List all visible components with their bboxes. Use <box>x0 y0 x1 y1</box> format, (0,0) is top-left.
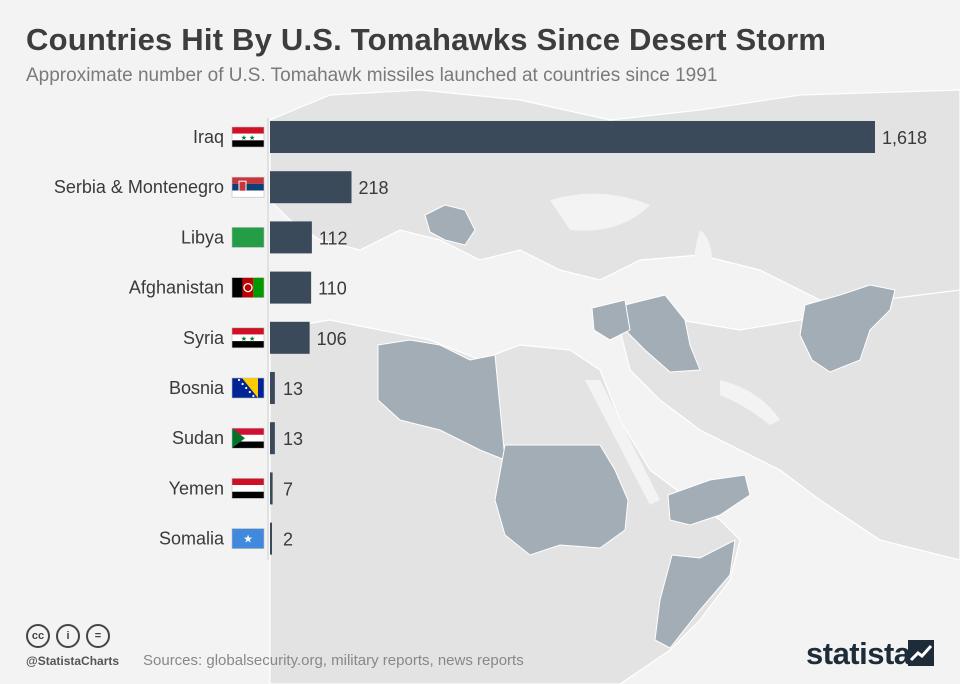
libya-flag-icon <box>231 227 265 248</box>
value-label: 2 <box>283 530 293 550</box>
somalia-shape <box>654 539 736 649</box>
category-label: Bosnia <box>169 378 225 398</box>
asia-landmass <box>619 289 960 561</box>
svg-text:★: ★ <box>243 534 253 546</box>
bar <box>270 121 875 153</box>
license-icons: cc i = <box>26 624 110 648</box>
bar <box>270 472 273 505</box>
iraq-flag-icon: ★ ★ <box>231 126 265 148</box>
mediterranean-sea <box>330 257 600 340</box>
yemen-flag-icon <box>231 478 265 499</box>
sudan-flag-icon <box>231 427 265 449</box>
category-label: Afghanistan <box>129 278 224 298</box>
bar <box>270 321 310 354</box>
category-label: Serbia & Montenegro <box>54 177 224 197</box>
value-label: 13 <box>283 429 303 449</box>
by-icon: i <box>56 624 80 648</box>
category-label: Somalia <box>159 529 225 549</box>
chart-title: Countries Hit By U.S. Tomahawks Since De… <box>26 22 827 57</box>
chart-subtitle: Approximate number of U.S. Tomahawk miss… <box>26 65 718 86</box>
value-label: 106 <box>317 329 347 349</box>
sudan-shape <box>494 444 629 556</box>
category-label: Syria <box>183 328 225 348</box>
category-label: Libya <box>181 227 225 247</box>
bar-row: Serbia & Montenegro 218 <box>54 171 389 204</box>
category-label: Yemen <box>169 478 224 498</box>
bar-row: Syria ★ ★ 106 <box>183 321 347 354</box>
cc-icon: cc <box>26 624 50 648</box>
sources-note: Sources: globalsecurity.org, military re… <box>143 652 524 669</box>
afghanistan-flag-icon <box>231 277 265 298</box>
value-label: 112 <box>319 228 348 248</box>
svg-text:★ ★: ★ ★ <box>241 335 256 343</box>
svg-text:★ ★: ★ ★ <box>241 134 256 142</box>
bar <box>270 422 275 455</box>
bar-row: Somalia ★ 2 <box>159 522 293 555</box>
bar-row: Iraq ★ ★ 1,618 <box>193 121 927 153</box>
syria-shape <box>591 299 631 341</box>
yemen-shape <box>667 474 751 526</box>
red-sea <box>585 380 660 505</box>
bar <box>270 372 275 404</box>
iraq-shape <box>624 294 701 373</box>
bar-row: Libya 112 <box>181 221 348 254</box>
syria-flag-icon: ★ ★ <box>231 327 265 349</box>
category-label: Sudan <box>172 428 224 448</box>
black-sea <box>550 193 650 231</box>
caspian-sea <box>693 230 713 303</box>
value-label: 218 <box>359 178 389 198</box>
bar-row: Yemen 7 <box>169 472 293 505</box>
bar <box>270 171 352 204</box>
bosnia-flag-icon <box>231 377 265 399</box>
category-label: Iraq <box>193 127 224 147</box>
bar <box>270 522 272 555</box>
value-label: 7 <box>283 479 293 499</box>
bar-row: Sudan 13 <box>172 422 303 455</box>
value-label: 13 <box>283 379 303 399</box>
persian-gulf <box>720 380 780 425</box>
serbia-shape <box>424 204 476 246</box>
nd-icon: = <box>86 624 110 648</box>
bar <box>270 221 312 254</box>
statista-logo-mark-icon <box>908 640 934 666</box>
serbia-flag-icon <box>231 176 265 198</box>
bar-row: Afghanistan 110 <box>129 271 347 304</box>
statista-logo[interactable]: statista <box>806 636 911 671</box>
bar-row: Bosnia 13 <box>169 372 303 404</box>
afghanistan-shape <box>799 284 896 373</box>
value-label: 110 <box>318 279 347 299</box>
somalia-flag-icon: ★ <box>231 528 265 549</box>
twitter-handle[interactable]: @StatistaCharts <box>26 654 120 668</box>
value-label: 1,618 <box>882 128 927 148</box>
bar <box>270 271 312 304</box>
